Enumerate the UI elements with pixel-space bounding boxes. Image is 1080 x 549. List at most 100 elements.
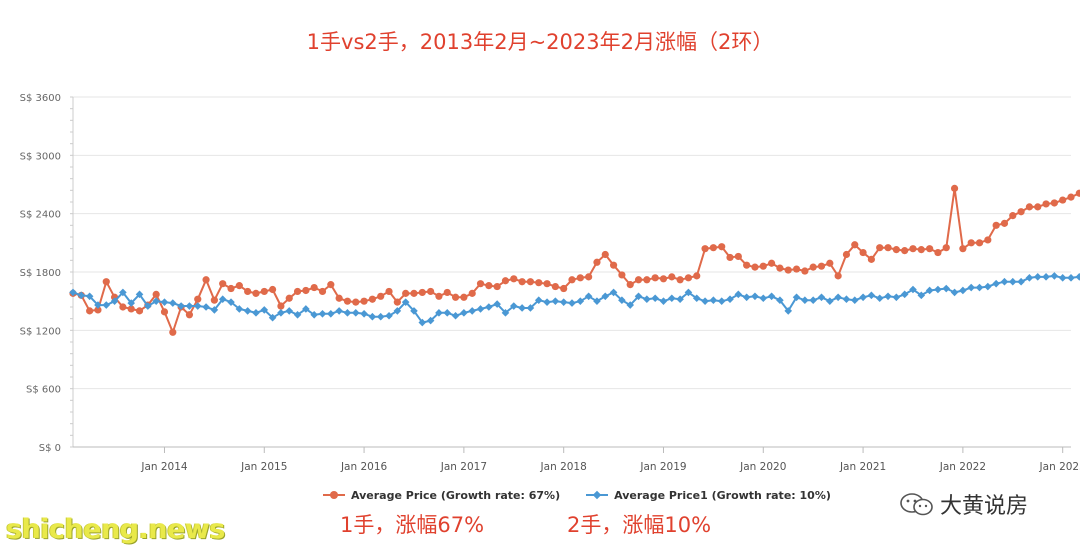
data-point[interactable] xyxy=(268,313,277,322)
data-point[interactable] xyxy=(984,236,992,244)
data-point[interactable] xyxy=(86,307,94,315)
data-point[interactable] xyxy=(310,310,318,319)
data-point[interactable] xyxy=(593,297,601,305)
data-point[interactable] xyxy=(535,279,543,287)
data-point[interactable] xyxy=(426,316,435,325)
data-point[interactable] xyxy=(451,311,460,320)
data-point[interactable] xyxy=(934,285,942,294)
data-point[interactable] xyxy=(601,292,610,301)
data-point[interactable] xyxy=(368,312,377,321)
data-point[interactable] xyxy=(468,307,476,315)
data-point[interactable] xyxy=(526,278,535,286)
data-point[interactable] xyxy=(152,290,160,298)
legend-item-average-price[interactable]: Average Price (Growth rate: 67%) xyxy=(323,489,560,502)
data-point[interactable] xyxy=(709,296,718,304)
data-point[interactable] xyxy=(717,297,726,305)
data-point[interactable] xyxy=(1009,212,1017,220)
data-point[interactable] xyxy=(792,293,801,302)
data-point[interactable] xyxy=(177,302,185,310)
data-point[interactable] xyxy=(1058,274,1067,282)
data-point[interactable] xyxy=(293,310,302,319)
data-point[interactable] xyxy=(1000,219,1009,227)
data-point[interactable] xyxy=(360,297,368,305)
data-point[interactable] xyxy=(751,292,759,301)
data-point[interactable] xyxy=(942,244,950,252)
data-point[interactable] xyxy=(992,279,1000,288)
data-point[interactable] xyxy=(651,294,659,303)
data-point[interactable] xyxy=(568,299,576,307)
data-point[interactable] xyxy=(368,295,376,303)
data-point[interactable] xyxy=(127,299,136,307)
data-point[interactable] xyxy=(901,247,909,255)
data-point[interactable] xyxy=(360,310,368,318)
data-point[interactable] xyxy=(909,245,917,253)
data-point[interactable] xyxy=(160,308,169,316)
data-point[interactable] xyxy=(701,245,709,253)
data-point[interactable] xyxy=(102,278,110,286)
data-point[interactable] xyxy=(269,285,277,294)
data-point[interactable] xyxy=(443,288,451,297)
data-point[interactable] xyxy=(401,298,410,306)
data-point[interactable] xyxy=(884,292,892,301)
data-point[interactable] xyxy=(676,295,684,304)
data-point[interactable] xyxy=(443,309,452,317)
data-point[interactable] xyxy=(1017,208,1025,216)
data-point[interactable] xyxy=(1025,203,1034,211)
data-point[interactable] xyxy=(77,291,86,300)
data-point[interactable] xyxy=(252,289,260,297)
data-point[interactable] xyxy=(518,304,526,312)
data-point[interactable] xyxy=(792,265,801,273)
data-point[interactable] xyxy=(202,303,210,311)
data-point[interactable] xyxy=(509,302,518,310)
data-point[interactable] xyxy=(776,264,784,272)
data-point[interactable] xyxy=(169,299,177,307)
data-point[interactable] xyxy=(809,263,817,271)
data-point[interactable] xyxy=(1050,272,1059,280)
data-point[interactable] xyxy=(826,297,834,305)
data-point[interactable] xyxy=(551,297,560,305)
data-point[interactable] xyxy=(892,246,900,254)
data-point[interactable] xyxy=(252,309,260,317)
data-point[interactable] xyxy=(468,289,476,297)
data-point[interactable] xyxy=(393,307,402,315)
data-point[interactable] xyxy=(784,307,793,315)
data-point[interactable] xyxy=(867,291,876,300)
data-point[interactable] xyxy=(152,297,160,305)
data-point[interactable] xyxy=(992,221,1000,229)
data-point[interactable] xyxy=(194,295,202,303)
data-point[interactable] xyxy=(510,275,518,283)
data-point[interactable] xyxy=(768,259,776,267)
data-point[interactable] xyxy=(618,296,626,304)
data-point[interactable] xyxy=(784,266,792,274)
data-point[interactable] xyxy=(277,302,285,310)
data-point[interactable] xyxy=(119,288,127,297)
data-point[interactable] xyxy=(900,290,909,299)
legend-item-average-price1[interactable]: Average Price1 (Growth rate: 10%) xyxy=(586,489,831,502)
data-point[interactable] xyxy=(1033,273,1042,281)
data-point[interactable] xyxy=(1034,203,1042,211)
data-point[interactable] xyxy=(634,292,643,301)
data-point[interactable] xyxy=(925,286,934,295)
data-point[interactable] xyxy=(1059,196,1067,204)
data-point[interactable] xyxy=(659,275,668,283)
data-point[interactable] xyxy=(102,301,111,309)
data-point[interactable] xyxy=(302,286,310,295)
data-point[interactable] xyxy=(185,302,194,310)
data-point[interactable] xyxy=(285,307,294,315)
data-point[interactable] xyxy=(543,298,551,306)
data-point[interactable] xyxy=(826,259,834,267)
data-point[interactable] xyxy=(585,273,593,281)
data-point[interactable] xyxy=(1042,273,1050,281)
data-point[interactable] xyxy=(734,252,742,261)
data-point[interactable] xyxy=(385,287,393,296)
data-point[interactable] xyxy=(169,328,177,336)
data-point[interactable] xyxy=(160,298,169,306)
data-point[interactable] xyxy=(967,239,975,247)
data-point[interactable] xyxy=(185,311,194,319)
data-point[interactable] xyxy=(842,295,851,304)
data-point[interactable] xyxy=(817,262,826,270)
data-point[interactable] xyxy=(734,290,743,299)
data-point[interactable] xyxy=(742,293,751,302)
data-point[interactable] xyxy=(643,295,651,304)
data-point[interactable] xyxy=(302,305,310,313)
